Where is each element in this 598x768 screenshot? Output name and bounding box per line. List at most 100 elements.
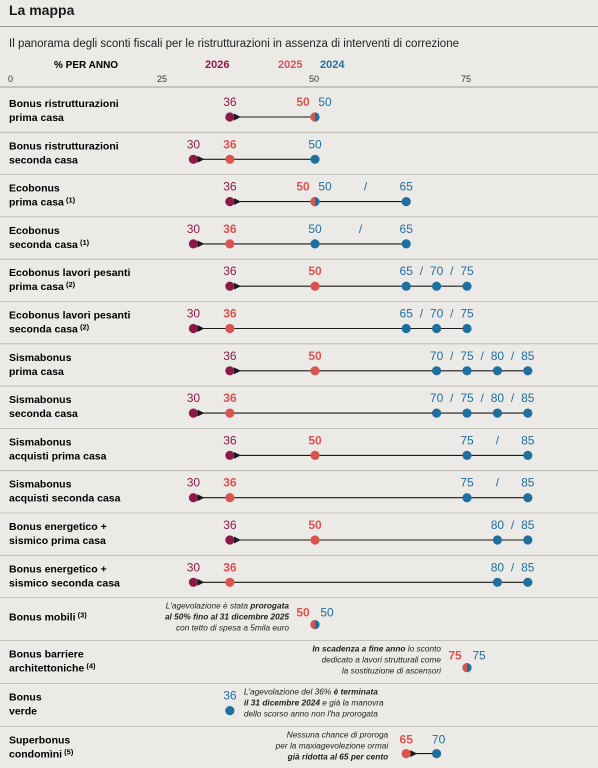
- annotation-seg-special-3-0-0: Nessuna chance di proroga: [287, 730, 389, 740]
- tick-label-75: 75: [461, 74, 471, 84]
- dot-2024-6-1: [462, 366, 472, 376]
- row-label-line2-0: prima casa: [9, 112, 64, 124]
- value-2025-3: 36: [223, 222, 237, 236]
- value-2025-5: 36: [223, 307, 237, 321]
- dot-2024-11-0: [492, 577, 502, 587]
- separator-6-2: /: [511, 349, 515, 363]
- annotation-special-0-1: al 50% fino al 31 dicembre 2025: [165, 612, 289, 622]
- separator-8-0: /: [496, 433, 500, 447]
- row-label-line2-10: sismico prima casa: [9, 535, 106, 547]
- annotation-special-0-0: L'agevolazione è stata prorogata: [166, 601, 290, 611]
- value-2024-8-1: 85: [521, 433, 535, 447]
- value-2024-special-0: 50: [320, 606, 334, 620]
- unit-label: % PER ANNO: [54, 60, 118, 71]
- row-note-2: (1): [64, 196, 76, 205]
- value-2025-11: 36: [223, 560, 237, 574]
- value-2025-8: 50: [308, 433, 322, 447]
- value-2026-6: 36: [223, 349, 237, 363]
- row-label-special-1: Bonus barriere: [9, 649, 84, 661]
- annotation-special-1-1: dedicato a lavori strutturali come: [322, 655, 442, 665]
- value-2024-special-2: 36: [223, 689, 237, 703]
- value-2024-4-1: 70: [430, 264, 444, 278]
- dot-2024-3-0: [310, 239, 320, 249]
- dot-2024-7-1: [462, 408, 472, 418]
- value-2024-5-2: 75: [460, 307, 474, 321]
- separator-11-0: /: [511, 560, 515, 574]
- separator-7-0: /: [450, 391, 454, 405]
- tick-label-25: 25: [157, 74, 167, 84]
- legend-2025: 2025: [278, 59, 302, 71]
- dot-2024-4-0: [401, 281, 411, 291]
- value-2026-4: 36: [223, 264, 237, 278]
- value-2026-7: 30: [187, 391, 201, 405]
- row-label-11: Bonus energetico +: [9, 563, 107, 575]
- dot-2024-11-1: [523, 577, 533, 587]
- page-title: La mappa: [9, 2, 75, 18]
- value-2024-11-1: 85: [521, 560, 535, 574]
- dot-2024-7-0: [432, 408, 442, 418]
- dot-2024-10-0: [492, 535, 502, 545]
- annotation-seg-special-0-0-1: prorogata: [249, 601, 289, 611]
- dot-2026-2: [225, 197, 235, 207]
- value-2024-2-1: 65: [400, 180, 414, 194]
- dot-2026-3: [188, 239, 198, 249]
- page-subtitle: Il panorama degli sconti fiscali per le …: [9, 38, 459, 50]
- separator-4-0: /: [420, 264, 424, 278]
- dot-2025-half-special-1: [462, 663, 467, 673]
- value-2026-0: 36: [223, 95, 237, 109]
- value-2025-1: 36: [223, 137, 237, 151]
- row-label-2: Ecobonus: [9, 183, 60, 195]
- dot-2024-8-1: [523, 450, 533, 460]
- value-2026-9: 30: [187, 476, 201, 490]
- dot-2026-7: [188, 408, 198, 418]
- value-2025-4: 50: [308, 264, 322, 278]
- dot-2024-8-0: [462, 450, 472, 460]
- dot-2025-4: [310, 281, 320, 291]
- dot-2024-10-1: [523, 535, 533, 545]
- dot-2026-11: [188, 577, 198, 587]
- dot-2025-half-special-0: [310, 620, 315, 630]
- separator-3-0: /: [359, 222, 363, 236]
- separator-7-1: /: [481, 391, 485, 405]
- value-2026-2: 36: [223, 180, 237, 194]
- value-2024-5-1: 70: [430, 307, 444, 321]
- value-2025-7: 36: [223, 391, 237, 405]
- dot-2025-11: [225, 577, 235, 587]
- row-label-0: Bonus ristrutturazioni: [9, 98, 119, 110]
- dot-2024-6-3: [523, 366, 533, 376]
- row-label-7: Sismabonus: [9, 394, 72, 406]
- separator-5-1: /: [450, 307, 454, 321]
- separator-9-0: /: [496, 476, 500, 490]
- annotation-seg-special-0-0-0: L'agevolazione è stata: [166, 601, 251, 611]
- separator-4-1: /: [450, 264, 454, 278]
- legend-2026: 2026: [205, 59, 229, 71]
- legend-2024: 2024: [320, 59, 345, 71]
- annotation-seg-special-2-0-1: è terminata: [334, 687, 379, 697]
- annotation-special-3-0: Nessuna chance di proroga: [287, 730, 389, 740]
- dot-2024-4-1: [432, 281, 442, 291]
- tick-label-50: 50: [309, 74, 319, 84]
- row-note-special-0: (3): [76, 611, 88, 620]
- dot-2025-6: [310, 366, 320, 376]
- row-label-1: Bonus ristrutturazioni: [9, 140, 119, 152]
- dot-2025-half-2: [310, 197, 315, 207]
- value-2024-7-2: 80: [491, 391, 505, 405]
- dot-2025-8: [310, 450, 320, 460]
- value-2025-0: 50: [296, 95, 310, 109]
- value-2024-9-0: 75: [460, 476, 474, 490]
- annotation-seg-special-3-2-0: già ridotta al 65 per cento: [287, 752, 389, 762]
- annotation-special-2-0: L'agevolazione del 36% è terminata: [244, 687, 378, 697]
- annotation-special-3-1: per la maxiagevolezione ormai: [275, 741, 390, 751]
- dot-2024-special-2: [225, 706, 235, 716]
- value-2025-special-3: 65: [400, 733, 414, 747]
- dot-2026-6: [225, 366, 235, 376]
- row-label-line2-5: seconda casa (2): [9, 323, 90, 336]
- dot-2026-5: [188, 323, 198, 334]
- annotation-special-1-0: In scadenza a fine anno lo sconto: [312, 644, 441, 654]
- annotation-special-0-2: con tetto di spesa a 5mila euro: [176, 623, 289, 633]
- dot-2026-1: [188, 154, 198, 164]
- dot-2024-5-1: [432, 323, 442, 334]
- annotation-seg-special-0-1-0: al 50% fino al 31 dicembre 2025: [165, 612, 289, 622]
- row-note-special-1: (4): [84, 662, 96, 671]
